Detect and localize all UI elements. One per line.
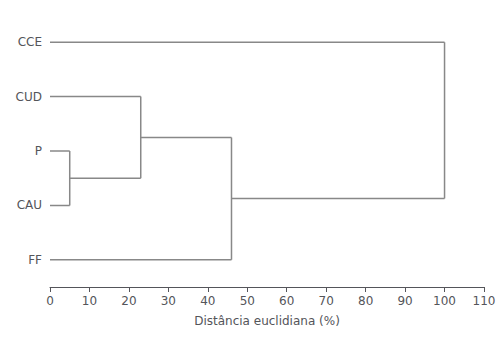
svg-text:60: 60 — [279, 294, 294, 308]
svg-text:70: 70 — [319, 294, 334, 308]
svg-text:90: 90 — [397, 294, 412, 308]
svg-text:P: P — [35, 144, 42, 158]
svg-text:10: 10 — [82, 294, 97, 308]
svg-text:Distância euclidiana (%): Distância euclidiana (%) — [194, 314, 340, 328]
svg-text:CAU: CAU — [17, 198, 42, 212]
svg-text:CCE: CCE — [18, 35, 42, 49]
svg-text:0: 0 — [46, 294, 54, 308]
svg-text:50: 50 — [240, 294, 255, 308]
svg-text:CUD: CUD — [16, 90, 42, 104]
svg-text:30: 30 — [161, 294, 176, 308]
svg-text:40: 40 — [200, 294, 215, 308]
svg-text:80: 80 — [358, 294, 373, 308]
svg-text:110: 110 — [473, 294, 496, 308]
svg-text:20: 20 — [121, 294, 136, 308]
svg-text:100: 100 — [433, 294, 456, 308]
svg-text:FF: FF — [28, 253, 42, 267]
